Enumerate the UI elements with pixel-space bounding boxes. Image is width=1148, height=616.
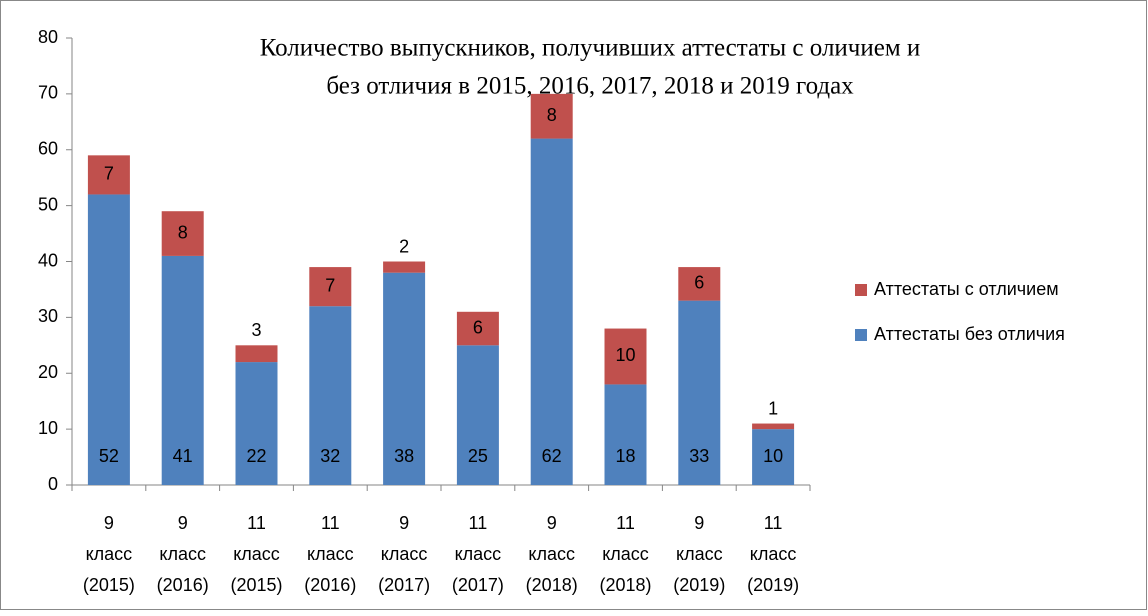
y-tick-label: 40	[38, 250, 58, 270]
x-tick-label: класс	[528, 544, 575, 564]
x-tick-label: класс	[307, 544, 354, 564]
x-tick-label: 11	[247, 513, 266, 533]
x-tick-label: (2016)	[304, 575, 356, 595]
data-label: 6	[473, 317, 483, 337]
legend-swatch	[855, 284, 867, 296]
data-label: 2	[399, 236, 409, 256]
data-label: 8	[178, 222, 188, 242]
y-tick-label: 10	[38, 418, 58, 438]
bar-segment	[383, 261, 426, 273]
x-tick-label: 11	[321, 513, 340, 533]
data-label: 22	[246, 446, 266, 466]
data-label: 41	[173, 446, 193, 466]
legend-label: Аттестаты с отличием	[874, 279, 1059, 299]
x-tick-label: 9	[694, 513, 704, 533]
x-tick-label: класс	[86, 544, 133, 564]
bar-segment	[456, 345, 499, 485]
data-label: 10	[615, 345, 635, 365]
x-tick-label: 9	[178, 513, 188, 533]
x-tick-label: 9	[104, 513, 114, 533]
x-tick-label: класс	[233, 544, 280, 564]
chart-title: без отличия в 2015, 2016, 2017, 2018 и 2…	[326, 73, 854, 100]
data-label: 18	[615, 446, 635, 466]
bar-segment	[456, 311, 499, 346]
bar-segment	[309, 306, 352, 485]
data-label: 52	[99, 446, 119, 466]
bar-segment	[752, 429, 795, 485]
x-tick-label: класс	[159, 544, 206, 564]
bar-segment	[752, 423, 795, 430]
legend-label: Аттестаты без отличия	[874, 324, 1065, 344]
x-tick-label: (2017)	[452, 575, 504, 595]
x-tick-label: 11	[616, 513, 635, 533]
x-tick-label: (2019)	[673, 575, 725, 595]
x-tick-label: класс	[676, 544, 723, 564]
y-tick-label: 30	[38, 306, 58, 326]
bar-segment	[235, 345, 278, 363]
data-label: 1	[768, 398, 778, 418]
x-tick-label: (2016)	[157, 575, 209, 595]
y-tick-label: 80	[38, 27, 58, 47]
data-label: 3	[251, 320, 261, 340]
y-tick-label: 50	[38, 194, 58, 214]
data-label: 32	[320, 446, 340, 466]
bar-segment	[87, 155, 130, 195]
bar-segment	[530, 93, 573, 139]
bar-segment	[235, 362, 278, 485]
bar-segment	[678, 267, 721, 301]
data-label: 6	[694, 273, 704, 293]
bar-segment	[530, 138, 573, 485]
data-label: 38	[394, 446, 414, 466]
data-label: 8	[547, 105, 557, 125]
chart-title: Количество выпускников, получивших аттес…	[260, 35, 921, 62]
x-tick-label: (2018)	[526, 575, 578, 595]
x-tick-label: (2015)	[83, 575, 135, 595]
x-tick-label: класс	[455, 544, 502, 564]
data-label: 33	[689, 446, 709, 466]
bar-segment	[604, 328, 647, 385]
data-label: 62	[542, 446, 562, 466]
bar-segment	[383, 272, 426, 485]
x-tick-label: класс	[381, 544, 428, 564]
x-tick-label: класс	[602, 544, 649, 564]
data-label: 7	[325, 275, 335, 295]
x-tick-label: (2018)	[599, 575, 651, 595]
x-tick-label: класс	[750, 544, 797, 564]
legend-swatch	[855, 329, 867, 341]
x-tick-label: (2019)	[747, 575, 799, 595]
data-label: 10	[763, 446, 783, 466]
bar-segment	[309, 267, 352, 307]
x-tick-label: 9	[399, 513, 409, 533]
x-tick-label: 11	[469, 513, 488, 533]
x-tick-label: (2015)	[230, 575, 282, 595]
x-tick-label: 9	[547, 513, 557, 533]
data-label: 7	[104, 164, 114, 184]
data-label: 25	[468, 446, 488, 466]
x-tick-label: (2017)	[378, 575, 430, 595]
bar-segment	[678, 300, 721, 485]
y-tick-label: 70	[38, 83, 58, 103]
y-tick-label: 60	[38, 139, 58, 159]
y-tick-label: 0	[48, 474, 58, 494]
bar-segment	[161, 255, 204, 485]
bar-segment	[161, 211, 204, 256]
bar-segment	[604, 384, 647, 485]
y-tick-label: 20	[38, 362, 58, 382]
x-tick-label: 11	[764, 513, 783, 533]
bar-segment	[87, 194, 130, 485]
